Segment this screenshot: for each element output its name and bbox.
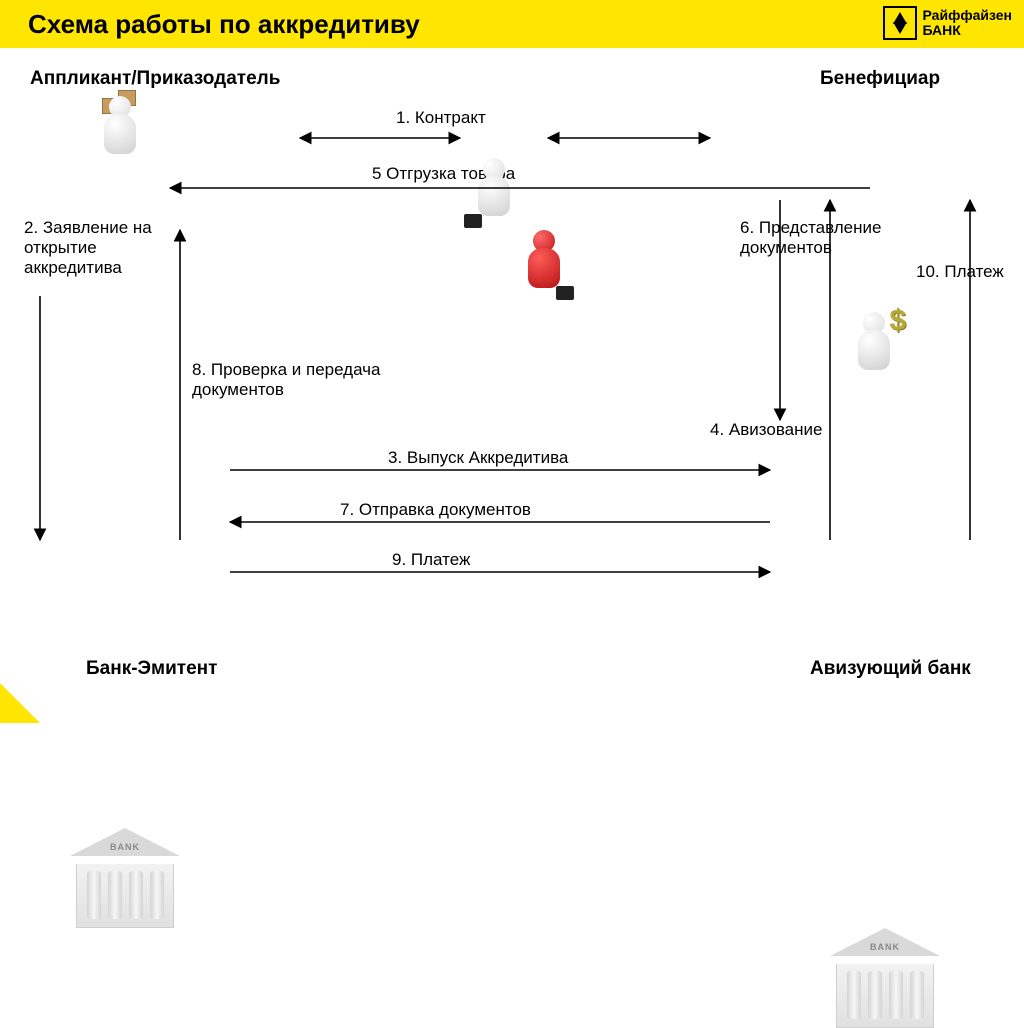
bank-sign: BANK — [110, 842, 140, 852]
corner-accent-icon — [0, 683, 40, 723]
actor-beneficiary-label: Бенефициар — [820, 68, 940, 90]
page-title: Схема работы по аккредитиву — [28, 9, 420, 40]
flow-step-3: 3. Выпуск Аккредитива — [388, 448, 568, 468]
header-band: Схема работы по аккредитиву — [0, 0, 1024, 48]
briefcase-icon — [556, 286, 574, 300]
beneficiary-figure-icon: $ — [850, 312, 898, 384]
actor-applicant-label: Аппликант/Приказодатель — [30, 68, 280, 90]
flow-step-6: 6. Представление документов — [740, 218, 881, 258]
flow-step-1: 1. Контракт — [396, 108, 486, 128]
brand-text: Райффайзен БАНК — [923, 8, 1012, 37]
briefcase-icon — [464, 214, 482, 228]
handshake-right-figure-icon — [520, 230, 568, 302]
actor-advising-bank-label: Авизующий банк — [810, 658, 971, 680]
brand-bottom: БАНК — [923, 23, 1012, 38]
raiffeisen-mark-icon — [883, 6, 917, 40]
flow-step-2: 2. Заявление на открытие аккредитива — [24, 218, 152, 278]
flow-step-10: 10. Платеж — [916, 262, 1004, 282]
brand-top: Райффайзен — [923, 8, 1012, 23]
advising-bank-icon: BANK — [830, 928, 940, 1028]
brand-logo: Райффайзен БАНК — [883, 6, 1012, 40]
actor-issuing-bank-label: Банк-Эмитент — [86, 658, 217, 680]
handshake-left-figure-icon — [470, 158, 518, 230]
dollar-icon: $ — [889, 304, 906, 338]
flow-step-8: 8. Проверка и передача документов — [192, 360, 381, 400]
flow-step-9: 9. Платеж — [392, 550, 470, 570]
diagram-canvas: Схема работы по аккредитиву Райффайзен Б… — [0, 0, 1024, 723]
applicant-figure-icon — [96, 96, 144, 168]
issuing-bank-icon: BANK — [70, 828, 180, 928]
flow-step-7: 7. Отправка документов — [340, 500, 531, 520]
bank-sign: BANK — [870, 942, 900, 952]
flow-step-4: 4. Авизование — [710, 420, 822, 440]
